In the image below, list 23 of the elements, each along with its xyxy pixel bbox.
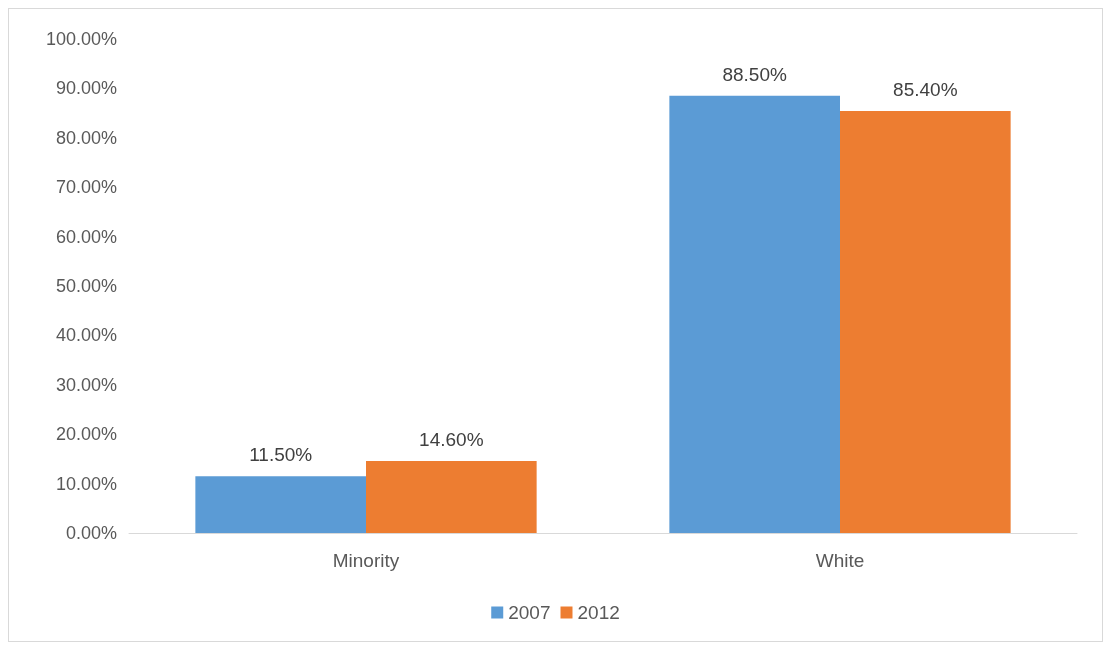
bar: [195, 476, 366, 533]
bar: [840, 111, 1011, 533]
y-tick-label: 80.00%: [55, 127, 117, 148]
y-tick-label: 40.00%: [55, 325, 117, 346]
data-label: 11.50%: [249, 444, 313, 466]
y-tick-label: 100.00%: [45, 29, 117, 49]
legend-label: 2007: [508, 602, 551, 623]
bar: [366, 460, 537, 533]
y-tick-label: 90.00%: [55, 78, 117, 99]
y-tick-label: 30.00%: [55, 374, 117, 395]
y-tick-label: 10.00%: [55, 473, 117, 494]
y-tick-label: 0.00%: [65, 523, 117, 543]
y-tick-label: 20.00%: [55, 424, 117, 445]
data-label: 88.50%: [722, 63, 787, 85]
data-label: 14.60%: [419, 428, 484, 450]
x-tick-label: White: [815, 550, 865, 571]
x-tick-label: Minority: [332, 550, 400, 571]
legend-label: 2012: [577, 602, 620, 623]
y-tick-label: 60.00%: [55, 226, 117, 247]
y-tick-label: 70.00%: [55, 177, 117, 198]
y-tick-label: 50.00%: [55, 276, 117, 296]
bar: [669, 95, 840, 533]
data-label: 85.40%: [893, 79, 958, 101]
